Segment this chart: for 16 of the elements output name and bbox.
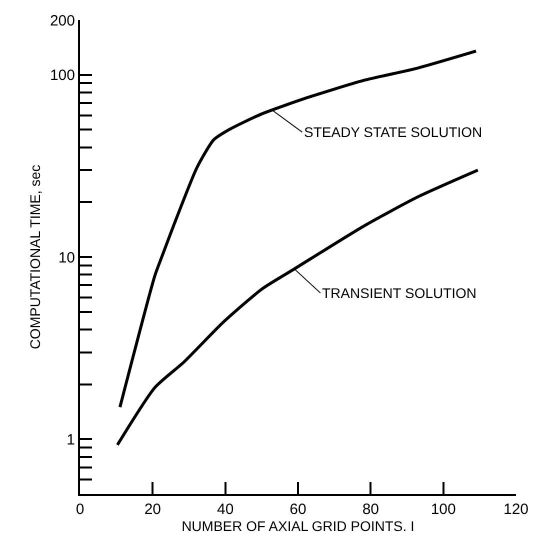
x-tick-label: 80 (362, 501, 380, 518)
x-tick-label: 120 (503, 501, 529, 518)
x-tick-label: 0 (76, 501, 84, 518)
y-axis-title: COMPUTATIONAL TIME, sec (27, 164, 44, 350)
x-tick-label: 20 (144, 501, 162, 518)
y-tick-label: 10 (58, 249, 75, 266)
y-tick-label: 1 (66, 431, 75, 448)
annotation: STEADY STATE SOLUTION (304, 124, 482, 140)
x-tick-label: 100 (430, 501, 456, 518)
annotation: TRANSIENT SOLUTION (322, 285, 477, 301)
y-tick-label: 100 (50, 67, 75, 84)
line-series (116, 168, 480, 446)
y-tick-label: 200 (50, 12, 75, 30)
x-tick-label: 60 (290, 501, 306, 518)
x-tick-label: 40 (216, 501, 234, 518)
x-axis-title: NUMBER OF AXIAL GRID POINTS. I (182, 518, 414, 534)
